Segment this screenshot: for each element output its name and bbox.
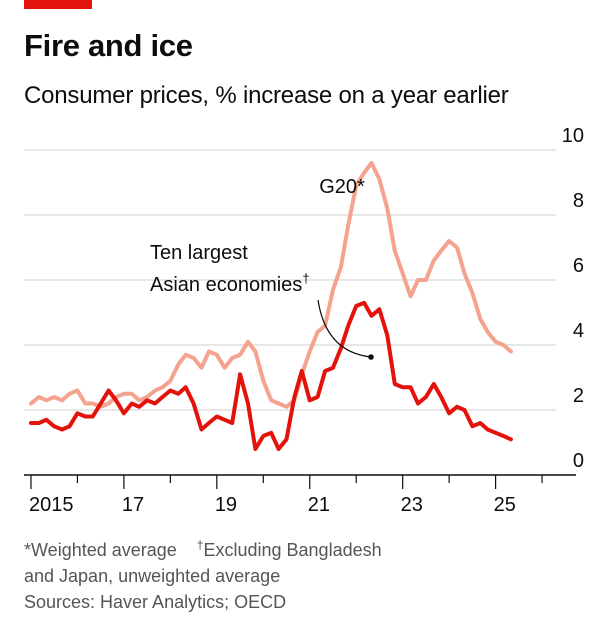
footnote-excluding: Excluding Bangladesh <box>203 540 382 560</box>
brand-accent-bar <box>24 0 92 9</box>
footnote-dagger-mark: † <box>196 538 204 552</box>
x-tick-label-25: 25 <box>494 494 516 516</box>
x-tick-label-17: 17 <box>122 494 144 516</box>
chart-title: Fire and ice <box>24 28 193 63</box>
footnotes: *Weighted average †Excluding Bangladesh a… <box>24 532 382 615</box>
asian-series-label-text: Asian economies <box>150 274 302 296</box>
y-axis-ticks: 0 2 4 6 8 10 <box>562 125 584 472</box>
y-tick-label-4: 4 <box>573 320 584 342</box>
chart-subtitle: Consumer prices, % increase on a year ea… <box>24 82 509 109</box>
asian-series-label-line1: Ten largest <box>150 242 248 264</box>
y-tick-label-8: 8 <box>573 190 584 212</box>
asian-economies-series-line <box>29 300 513 451</box>
line-chart: 0 2 4 6 8 10 2015 17 19 21 23 25 G20* Ten largest … <box>24 125 584 516</box>
footnote-star-mark: * <box>24 540 32 560</box>
annotations: G20* Ten largest Asian economies† <box>150 176 374 360</box>
footnote-weighted-average: Weighted average <box>31 540 177 560</box>
y-tick-label-6: 6 <box>573 255 584 277</box>
y-tick-label-2: 2 <box>573 385 584 407</box>
footnote-line-2: and Japan, unweighted average <box>24 566 281 586</box>
series-lines <box>29 161 513 451</box>
footnote-line-1: *Weighted average †Excluding Bangladesh <box>24 532 382 563</box>
x-tick-label-23: 23 <box>401 494 423 516</box>
x-axis: 2015 17 19 21 23 25 <box>24 474 576 516</box>
annotation-leader-dot <box>368 354 374 360</box>
y-tick-label-10: 10 <box>562 125 584 147</box>
asian-series-label-line2: Asian economies† <box>150 271 310 296</box>
y-tick-label-0: 0 <box>573 450 584 472</box>
annotation-leader-line <box>317 299 372 358</box>
asian-series-label-dagger: † <box>302 271 309 286</box>
x-tick-label-2015: 2015 <box>29 494 74 516</box>
x-tick-label-19: 19 <box>215 494 237 516</box>
sources-line: Sources: Haver Analytics; OECD <box>24 592 287 612</box>
g20-series-line <box>29 161 513 409</box>
g20-series-label: G20* <box>319 176 365 198</box>
x-tick-label-21: 21 <box>308 494 330 516</box>
